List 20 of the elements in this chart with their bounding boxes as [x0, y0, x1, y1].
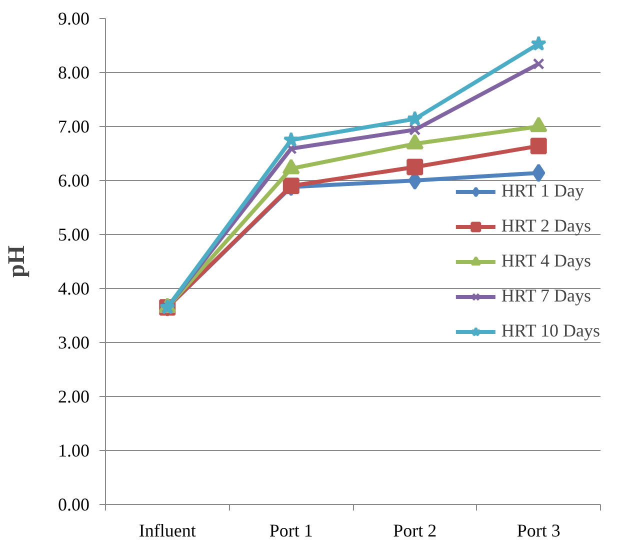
y-tick-label: 3.00: [58, 332, 90, 352]
legend-label: HRT 4 Days: [501, 250, 591, 272]
legend-label: HRT 2 Days: [501, 216, 591, 236]
x-tick-label: Port 1: [269, 520, 313, 540]
y-tick-label: 4.00: [58, 278, 90, 298]
y-tick-label: 1.00: [58, 440, 90, 460]
y-tick-label: 9.00: [58, 8, 90, 28]
y-tick-label: 8.00: [58, 62, 90, 82]
legend-label: HRT 10 Days: [501, 320, 600, 342]
y-axis-title: pH: [4, 245, 30, 278]
legend-label: HRT 1 Day: [501, 180, 584, 202]
legend-label: HRT 7 Days: [501, 286, 591, 306]
y-tick-label: 7.00: [58, 116, 90, 136]
y-tick-label: 5.00: [58, 224, 90, 244]
x-tick-label: Influent: [138, 520, 196, 540]
x-tick-label: Port 3: [516, 520, 560, 540]
y-tick-label: 6.00: [58, 170, 90, 190]
x-tick-label: Port 2: [393, 520, 437, 540]
y-tick-label: 2.00: [58, 386, 90, 406]
y-tick-label: 0.00: [58, 494, 90, 514]
